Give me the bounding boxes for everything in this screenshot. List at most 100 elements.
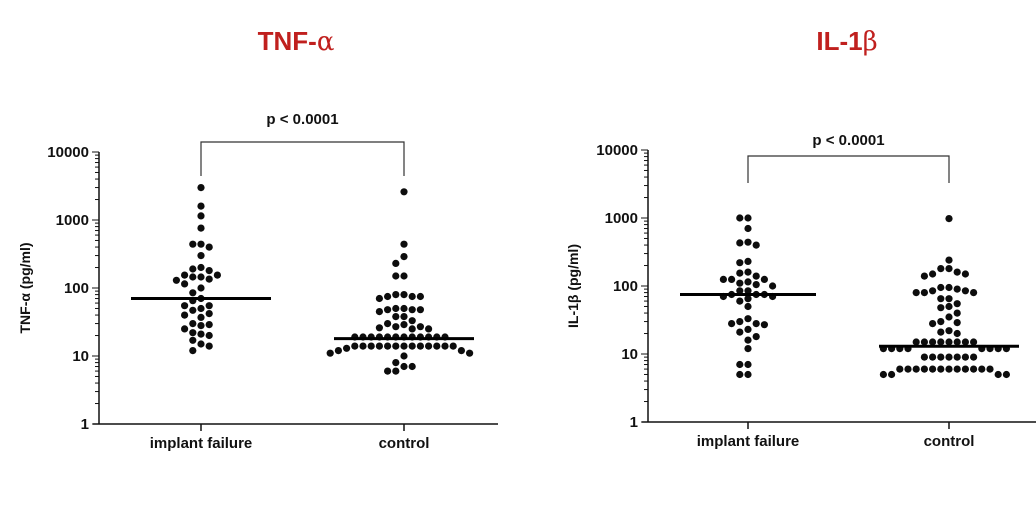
data-point — [736, 269, 744, 277]
data-point — [912, 289, 920, 297]
data-point — [408, 317, 416, 325]
data-point — [181, 302, 189, 310]
data-point — [736, 370, 744, 379]
data-point — [929, 338, 937, 346]
data-point — [744, 214, 752, 222]
data-point — [736, 279, 744, 287]
data-point — [953, 365, 961, 373]
data-point — [213, 271, 221, 279]
data-point — [978, 365, 986, 373]
data-point — [189, 273, 197, 281]
data-point — [744, 257, 752, 265]
data-point — [392, 291, 400, 299]
data-point — [400, 253, 408, 261]
data-point — [937, 283, 945, 292]
data-point — [367, 342, 375, 350]
data-point — [416, 323, 424, 331]
data-point — [769, 282, 777, 290]
data-point — [945, 302, 953, 311]
data-point — [384, 292, 392, 301]
data-point — [728, 275, 736, 283]
data-point — [189, 347, 197, 355]
data-point — [425, 325, 433, 333]
data-point — [400, 321, 408, 329]
data-point — [744, 325, 752, 333]
title-greek: β — [862, 27, 878, 57]
data-point — [953, 319, 961, 327]
data-point — [953, 329, 961, 338]
data-point — [197, 212, 205, 220]
y-tick-label: 10 — [621, 346, 638, 363]
data-point — [920, 338, 929, 346]
data-point — [744, 278, 752, 286]
title-text: TNF- — [257, 26, 317, 56]
data-point — [197, 273, 205, 281]
data-point — [961, 353, 970, 361]
data-point — [937, 338, 945, 346]
data-point — [400, 362, 408, 371]
data-point — [205, 342, 213, 350]
data-point — [953, 285, 961, 293]
data-point — [351, 342, 359, 350]
data-point — [408, 362, 416, 371]
data-point — [970, 289, 978, 297]
data-point — [970, 338, 978, 346]
data-point — [189, 265, 197, 273]
data-point — [920, 289, 929, 297]
data-point — [425, 342, 433, 350]
data-point — [408, 342, 416, 350]
chart-il1b: 1 10 100 1000 10000 IL-1β (pg/ml) implant fail… — [565, 132, 1036, 450]
data-point — [400, 272, 408, 280]
data-point — [736, 214, 744, 222]
data-point — [189, 320, 197, 328]
data-point — [912, 338, 920, 346]
data-point — [408, 325, 416, 333]
data-point — [205, 321, 213, 329]
data-point — [953, 338, 961, 346]
data-point — [961, 270, 970, 278]
data-point — [937, 353, 945, 361]
x-category-label: control — [924, 433, 975, 450]
y-tick-label: 100 — [613, 278, 638, 295]
data-point — [416, 292, 424, 301]
data-point — [744, 370, 752, 379]
data-point — [400, 188, 408, 196]
data-point — [929, 320, 937, 328]
data-point — [384, 320, 392, 328]
data-point — [466, 349, 474, 357]
data-point — [929, 353, 937, 361]
data-point — [334, 347, 342, 355]
title-text: IL-1 — [816, 26, 863, 56]
y-tick-label: 1000 — [605, 210, 638, 227]
data-point — [197, 340, 205, 348]
data-point — [400, 313, 408, 321]
data-point — [744, 345, 752, 353]
data-point — [752, 281, 760, 289]
data-point — [945, 256, 953, 264]
data-point — [986, 365, 994, 373]
data-point — [375, 294, 383, 303]
data-point — [197, 202, 205, 210]
data-point — [197, 330, 205, 338]
data-point — [728, 320, 736, 328]
data-point — [205, 310, 213, 318]
data-point — [392, 359, 400, 367]
data-point — [736, 318, 744, 326]
data-point — [970, 353, 978, 361]
data-point — [744, 295, 752, 303]
data-point — [760, 321, 769, 329]
data-point — [736, 287, 744, 295]
data-point — [744, 287, 752, 295]
data-point — [937, 265, 945, 273]
data-point — [449, 342, 457, 350]
data-point — [375, 342, 383, 350]
data-point — [937, 318, 945, 326]
data-point — [961, 287, 970, 295]
data-point — [752, 333, 760, 341]
data-point — [197, 313, 205, 321]
data-point — [1002, 370, 1011, 379]
data-point — [197, 240, 205, 248]
title-greek: α — [316, 27, 335, 57]
data-point — [744, 268, 752, 276]
